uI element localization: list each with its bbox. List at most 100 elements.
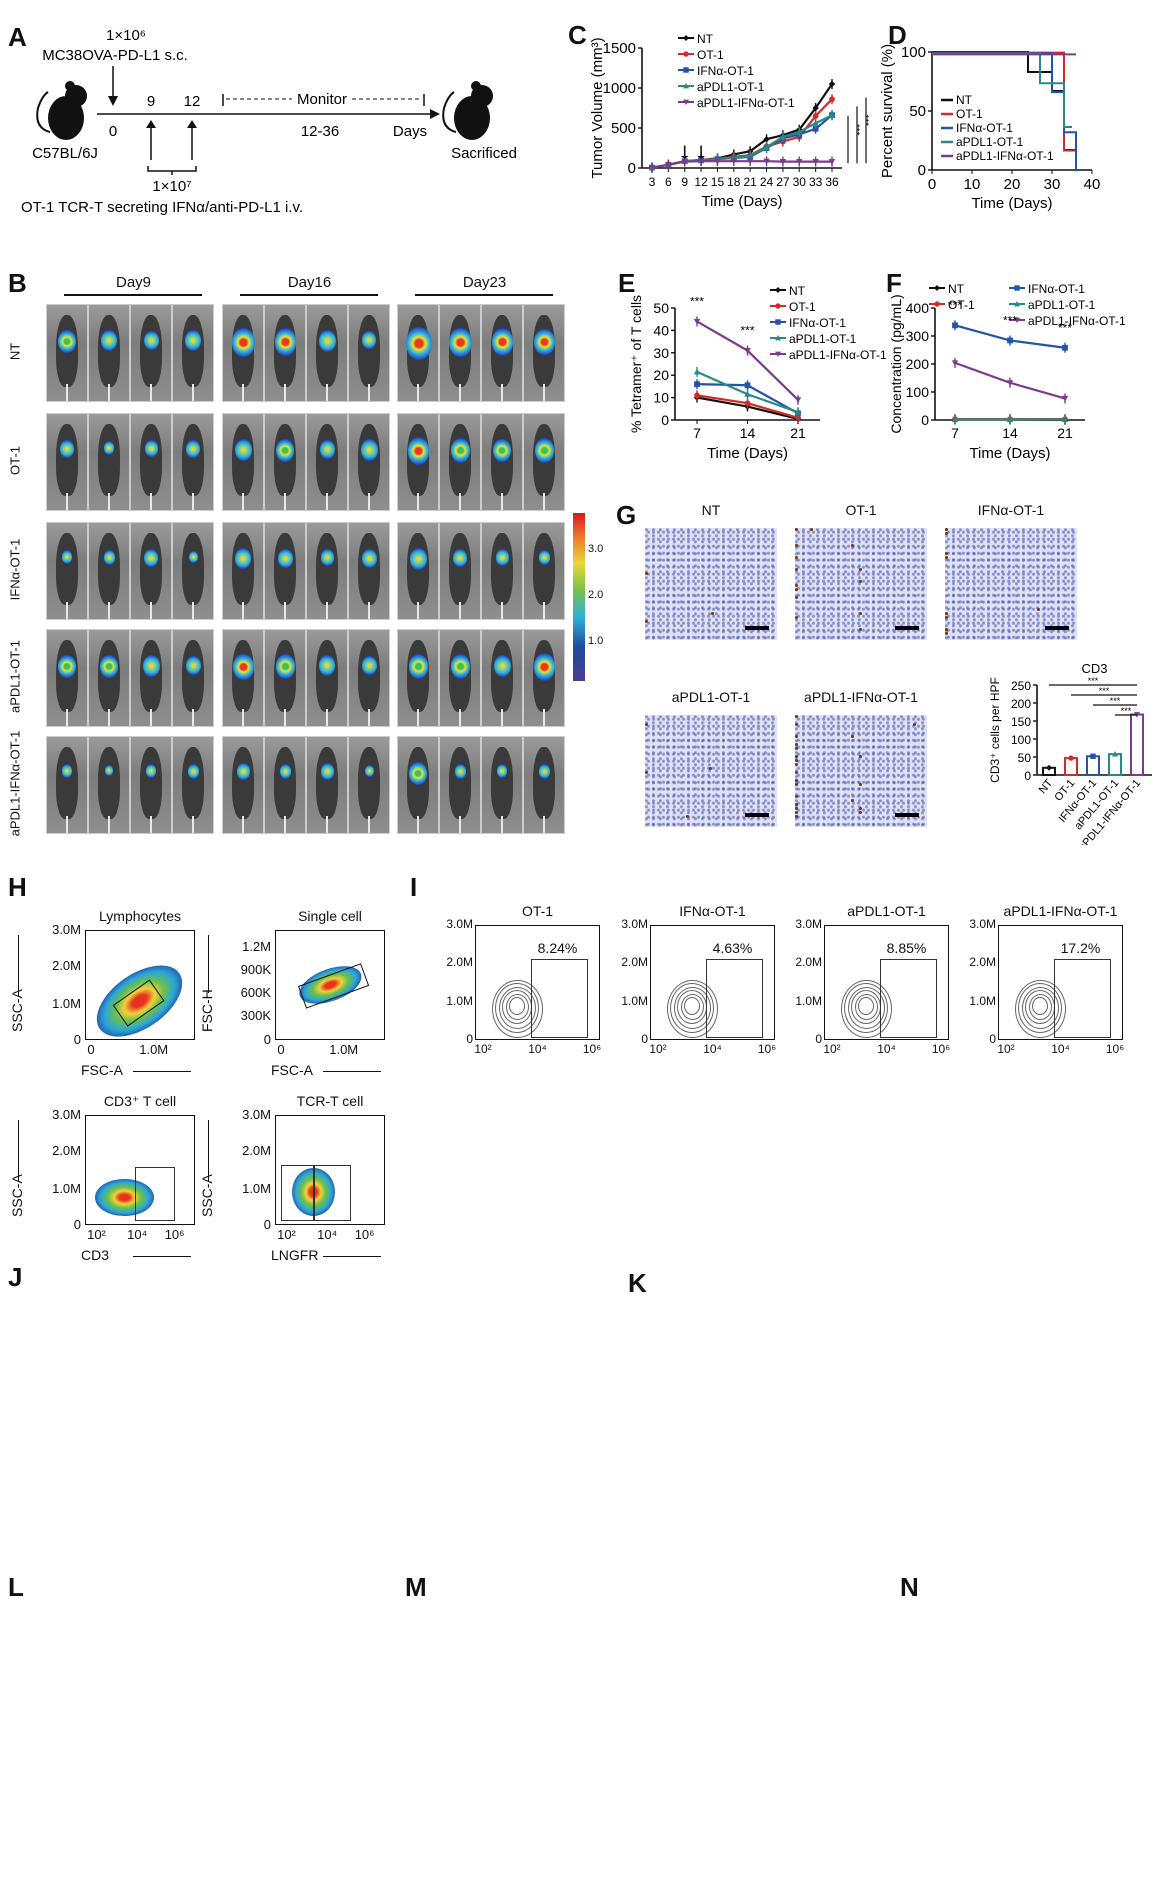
bioluminescence-signal	[405, 326, 432, 361]
mouse-body	[139, 314, 163, 387]
point-marker	[694, 392, 700, 399]
x-tick-label: 12	[694, 175, 708, 189]
x-tick-label: 40	[1084, 176, 1101, 193]
point-marker	[812, 120, 819, 126]
cd3-positive-cell	[795, 588, 798, 591]
x-tick-label: 14	[1002, 425, 1018, 441]
scale-bar	[1045, 626, 1069, 630]
bioluminescence-signal	[274, 328, 297, 357]
mouse-tail	[368, 708, 370, 726]
series-apdl1-ot-1	[693, 366, 802, 418]
ihc-image-apdl1-ifn-ot-1	[795, 715, 927, 827]
y-tick-label: 1.2M	[242, 938, 271, 954]
panel-b: B Day9 Day16 Day23 NT OT-1 IFNα-OT-1 aPDL1-OT-…	[0, 260, 600, 836]
cd3-positive-cell	[851, 544, 854, 547]
y-tick-label: 0	[628, 160, 636, 177]
point-marker	[1046, 764, 1052, 771]
days-label: Days	[393, 123, 427, 140]
point-marker	[683, 83, 689, 89]
gate	[281, 1164, 314, 1221]
x-axis-arrow	[323, 1256, 381, 1258]
mouse-body	[273, 746, 297, 819]
bioluminescence-signal	[454, 763, 467, 779]
point-marker	[683, 35, 689, 41]
legend-item-apdl1-ifn-ot-1: aPDL1-IFNα-OT-1	[678, 96, 795, 110]
mouse-body	[139, 746, 163, 819]
cd3-positive-cell	[795, 556, 798, 559]
bar-apdl1-ifn-ot-1	[1130, 713, 1144, 776]
bioluminescence-signal	[185, 655, 201, 675]
mouse-tail	[66, 601, 68, 619]
cd3-positive-cell	[795, 755, 798, 758]
x-tick-label: 1.0M	[139, 1042, 169, 1057]
colorbar-tick-2: 2.0	[588, 589, 604, 601]
y-tick-label: 50	[1018, 751, 1032, 765]
cd3-positive-cell	[859, 811, 862, 814]
group-title-apdl1-ot-1: aPDL1-OT-1	[847, 903, 926, 919]
l-tim3-chart	[215, 1570, 415, 1890]
timeline-diagram: 1×10⁶ MC38OVA-PD-L1 s.c. 9 12 0 Monitor …	[21, 27, 517, 216]
y-tick-label: 0	[641, 1032, 648, 1046]
legend-label: IFNα-OT-1	[789, 316, 846, 330]
x-tick-label: 10⁴	[317, 1227, 338, 1242]
mouse-body	[181, 639, 205, 712]
mouse-image	[222, 522, 264, 620]
point-marker	[697, 158, 705, 165]
ihc-image-nt	[645, 528, 777, 640]
point-marker	[812, 104, 819, 112]
panel-label-k: K	[628, 1268, 647, 1298]
mouse-image	[264, 304, 306, 402]
y-axis-label: SSC-A	[199, 1174, 215, 1217]
mouse-body	[55, 746, 79, 819]
y-tick-label: 3.0M	[242, 1107, 271, 1122]
mouse-body	[315, 532, 339, 605]
bioluminescence-signal	[62, 550, 73, 564]
x-axis-label: FSC-A	[271, 1062, 313, 1078]
y-tick-label: 100	[901, 44, 926, 61]
y-tick-label: 50	[653, 300, 669, 316]
ihc-title-ifn-ot-1: IFNα-OT-1	[977, 502, 1045, 518]
cd3-positive-cell	[795, 528, 798, 531]
timepoint-underline	[64, 294, 202, 296]
mouse-image	[306, 413, 348, 511]
cd3-positive-cell	[645, 723, 648, 726]
cd3-positive-cell	[810, 528, 813, 531]
y-tick-label: 400	[906, 300, 930, 316]
mouse-body	[139, 532, 163, 605]
legend-label: NT	[956, 93, 973, 107]
gate-percent: 17.2%	[1060, 940, 1101, 956]
y-tick-label: 0	[466, 1032, 473, 1046]
cd3-positive-cell	[686, 815, 689, 818]
point-marker	[763, 158, 770, 165]
cd3-positive-cell	[645, 771, 648, 774]
mouse-tail	[284, 492, 286, 510]
point-marker	[1068, 755, 1074, 761]
contour-plot-4-1bb-ot-1	[475, 925, 600, 1040]
point-marker	[775, 287, 781, 293]
group-title-ifn-ot-1: IFNα-OT-1	[679, 903, 746, 919]
series-apdl1-ifn-ot-1	[693, 316, 802, 405]
x-tick-label: 10	[964, 176, 981, 193]
mouse-tail	[284, 815, 286, 833]
mouse-body	[55, 532, 79, 605]
legend-item-ot-1: OT-1	[941, 107, 983, 121]
y-tick-label: 250	[1011, 679, 1031, 693]
significance-label: ***	[859, 114, 870, 126]
legend-item-apdl1-ot-1: aPDL1-OT-1	[1009, 298, 1096, 312]
tcell-arrow-head-9	[146, 120, 156, 128]
bioluminescence-signal	[143, 330, 159, 350]
panel-i: I OT-1 8.24% 3.0M 2.0M 1.0M 0 10² 10⁴ 10⁶ IFNα-OT…	[410, 870, 1167, 1210]
panel-label-i: I	[410, 872, 418, 902]
row-label-ot-1: OT-1	[7, 446, 23, 475]
cd3-positive-cell	[795, 807, 798, 810]
gate	[706, 959, 763, 1038]
mouse-body	[357, 639, 381, 712]
bioluminescence-signal	[104, 441, 115, 455]
y-tick-label: 0	[989, 1032, 996, 1046]
ihc-title-apdl1-ot-1: aPDL1-OT-1	[671, 689, 751, 705]
mouse-tail	[242, 383, 244, 401]
y-tick-label: 3.0M	[969, 917, 996, 931]
legend-item-apdl1-ifn-ot-1: aPDL1-IFNα-OT-1	[770, 348, 887, 362]
point-marker	[775, 351, 781, 357]
y-tick-label: 900K	[240, 961, 271, 977]
